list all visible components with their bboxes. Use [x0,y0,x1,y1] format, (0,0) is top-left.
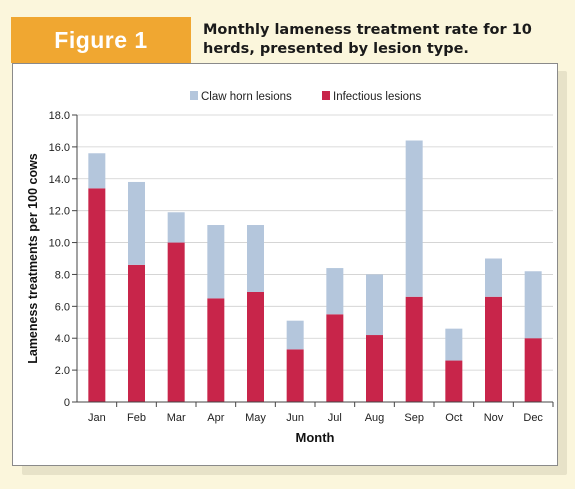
bars [88,140,542,402]
figure-title: Monthly lameness treatment rate for 10 h… [203,22,532,57]
y-axis-label: Lameness treatments per 100 cows [26,153,40,364]
bar-infectious-aug [366,335,383,402]
x-axis-label: Month [296,430,335,445]
x-tick-label: Apr [207,412,224,424]
bar-infectious-dec [524,338,542,402]
legend-label-infectious: Infectious lesions [333,91,421,103]
bar-claw-horn-jan [88,153,106,189]
x-tick-label: Jun [286,412,304,424]
bar-infectious-feb [128,264,145,402]
x-tick-label: Sep [404,412,424,424]
bar-claw-horn-mar [167,212,185,243]
y-tick-label: 8.0 [55,269,70,281]
y-tick-label: 16.0 [49,142,70,154]
bar-infectious-jan [88,188,106,402]
y-tick-label: 10.0 [49,238,70,250]
bar-claw-horn-jul [326,268,344,315]
y-tick-label: 2.0 [55,365,70,377]
legend-swatch-claw-horn [190,91,198,100]
x-tick-label: Nov [484,412,504,424]
bar-claw-horn-may [247,225,264,292]
bar-infectious-mar [167,242,185,402]
bar-claw-horn-sep [405,140,423,297]
y-tick-label: 4.0 [55,333,70,345]
gridlines [77,114,553,371]
x-tick-label: Jan [88,412,106,424]
x-tick-label: Aug [365,412,385,424]
bar-claw-horn-dec [524,271,542,339]
x-tick-label: May [245,412,266,424]
y-tick-label: 6.0 [55,301,70,313]
bar-claw-horn-nov [485,258,502,297]
bar-claw-horn-aug [366,274,383,336]
bar-infectious-jul [326,314,344,402]
legend-label-claw-horn: Claw horn lesions [201,91,292,103]
y-tick-label: 0 [64,397,70,409]
bar-claw-horn-apr [207,225,225,299]
bar-claw-horn-feb [128,181,145,265]
bar-claw-horn-oct [445,328,463,361]
bar-infectious-oct [445,360,463,402]
y-tick-label: 14.0 [49,174,70,186]
x-tick-label: Mar [167,412,186,424]
y-tick-label: 18.0 [49,110,70,122]
figure-label: Figure 1 [11,17,191,63]
axes: 0 2.0 4.0 6.0 8.0 10.0 12.0 14.0 16.0 18.0 Jan Feb M… [49,110,554,424]
x-tick-label: Jul [328,412,342,424]
bar-infectious-jun [286,349,304,402]
bar-infectious-sep [405,296,423,402]
bar-infectious-apr [207,298,225,402]
x-tick-label: Oct [445,412,462,424]
x-tick-label: Feb [127,412,146,424]
bar-claw-horn-jun [286,320,304,350]
bar-infectious-may [247,291,264,402]
bar-infectious-nov [485,296,502,402]
legend: Claw horn lesions Infectious lesions [190,91,421,103]
y-tick-label: 12.0 [49,206,70,218]
x-tick-label: Dec [523,412,543,424]
legend-swatch-infectious [322,91,330,100]
